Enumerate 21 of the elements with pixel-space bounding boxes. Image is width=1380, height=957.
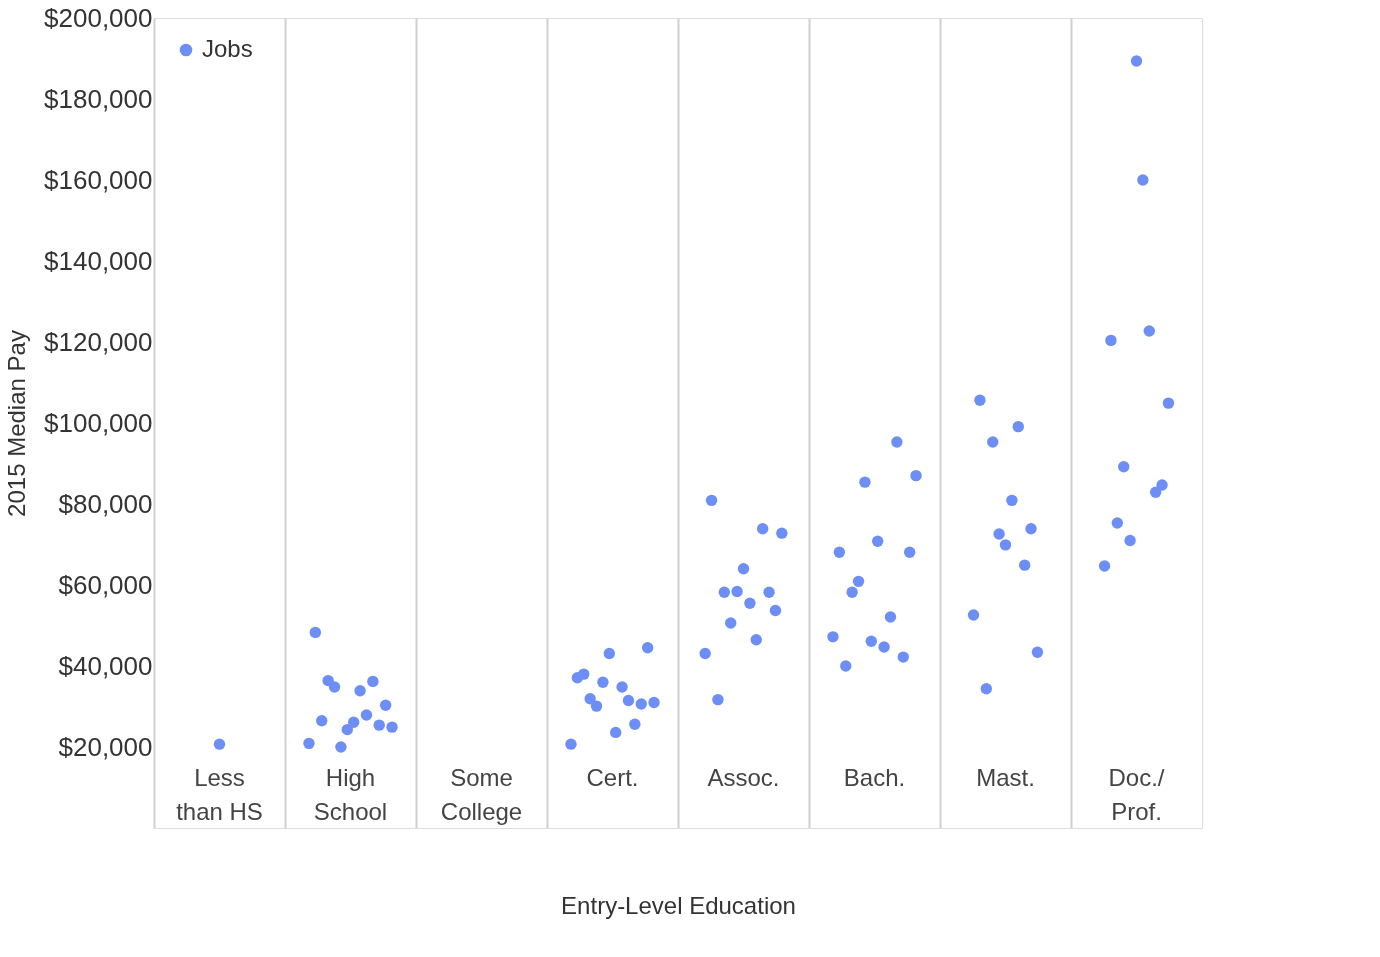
- y-tick-label: $60,000: [58, 569, 153, 600]
- y-tick-label: $180,000: [44, 83, 153, 114]
- x-tick-label: Mast.: [976, 763, 1035, 791]
- y-axis-title: 2015 Median Pay: [3, 330, 31, 517]
- y-tick-label: $20,000: [58, 731, 153, 762]
- x-axis-title: Entry-Level Education: [561, 891, 796, 919]
- y-tick-label: $120,000: [44, 326, 153, 357]
- y-tick-label: $80,000: [58, 488, 153, 519]
- legend-label: Jobs: [202, 35, 253, 62]
- x-tick-label: Bach.: [843, 763, 906, 791]
- y-tick-label: $200,000: [44, 2, 153, 33]
- y-tick-label: $100,000: [44, 407, 153, 438]
- x-tick-label: High School: [313, 763, 388, 825]
- x-tick-label: Doc./ Prof.: [1108, 763, 1165, 825]
- x-tick-label: Less than HS: [176, 763, 263, 825]
- y-tick-label: $160,000: [44, 164, 153, 195]
- x-tick-label: Assoc.: [707, 763, 780, 791]
- y-tick-label: $40,000: [58, 650, 153, 681]
- x-tick-label: Cert.: [586, 763, 639, 791]
- y-tick-label: $140,000: [44, 245, 153, 276]
- x-tick-label: Some College: [440, 763, 523, 825]
